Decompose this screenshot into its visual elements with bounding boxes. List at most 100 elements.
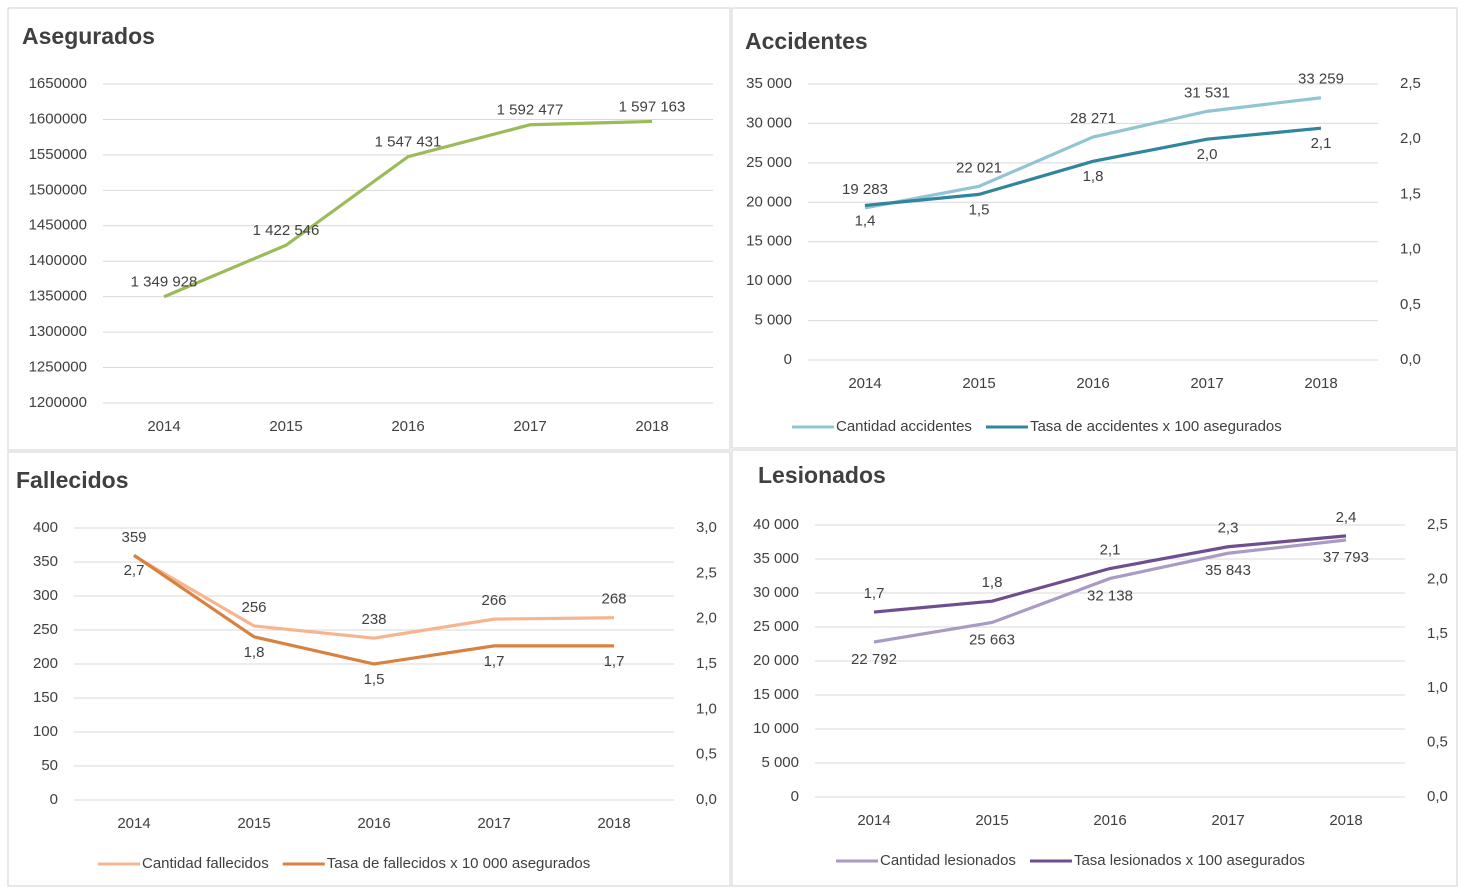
- y2-tick-label: 2,5: [1427, 516, 1448, 533]
- y-tick-label: 0: [50, 791, 58, 808]
- x-tick-label: 2014: [147, 418, 180, 435]
- legend-label: Cantidad lesionados: [880, 852, 1016, 869]
- data-label: 1,7: [484, 653, 505, 670]
- y-tick-label: 300: [33, 587, 58, 604]
- y-tick-label: 30 000: [753, 584, 799, 601]
- data-label: 1,8: [982, 574, 1003, 591]
- y-tick-label: 150: [33, 689, 58, 706]
- y2-tick-label: 3,0: [696, 519, 717, 536]
- y-tick-label: 250: [33, 621, 58, 638]
- data-label: 1 349 928: [131, 274, 198, 291]
- x-tick-label: 2014: [848, 375, 881, 392]
- y-tick-label: 100: [33, 723, 58, 740]
- y-tick-label: 50: [41, 757, 58, 774]
- y-tick-label: 1300000: [29, 323, 87, 340]
- y2-tick-label: 2,5: [1400, 75, 1421, 92]
- y-tick-label: 400: [33, 519, 58, 536]
- data-label: 1 422 546: [253, 222, 320, 239]
- y-tick-label: 0: [791, 788, 799, 805]
- y-tick-label: 20 000: [753, 652, 799, 669]
- y2-tick-label: 2,0: [696, 610, 717, 627]
- data-label: 2,3: [1218, 520, 1239, 537]
- y-tick-label: 25 000: [753, 618, 799, 635]
- panel: [7, 451, 731, 887]
- data-label: 1,7: [604, 653, 625, 670]
- data-label: 1,4: [855, 212, 876, 229]
- x-tick-label: 2015: [237, 815, 270, 832]
- x-tick-label: 2014: [857, 812, 890, 829]
- y2-tick-label: 0,5: [1400, 296, 1421, 313]
- x-tick-label: 2018: [635, 418, 668, 435]
- y2-tick-label: 0,5: [1427, 734, 1448, 751]
- x-tick-label: 2015: [975, 812, 1008, 829]
- y-tick-label: 1500000: [29, 181, 87, 198]
- y2-tick-label: 2,5: [696, 564, 717, 581]
- y-tick-label: 1450000: [29, 217, 87, 234]
- y-tick-label: 5 000: [761, 754, 799, 771]
- panel: [731, 449, 1458, 887]
- line-series: [873, 534, 1347, 614]
- y2-tick-label: 0,0: [1400, 351, 1421, 368]
- y-tick-label: 10 000: [753, 720, 799, 737]
- y-tick-label: 1600000: [29, 110, 87, 127]
- x-tick-label: 2017: [1190, 375, 1223, 392]
- x-tick-label: 2016: [357, 815, 390, 832]
- x-tick-label: 2017: [477, 815, 510, 832]
- data-label: 32 138: [1087, 587, 1133, 604]
- x-tick-label: 2014: [117, 815, 150, 832]
- y2-tick-label: 1,0: [1400, 241, 1421, 258]
- legend-label: Tasa de accidentes x 100 asegurados: [1030, 418, 1282, 435]
- y-tick-label: 20 000: [746, 193, 792, 210]
- x-tick-label: 2015: [269, 418, 302, 435]
- data-label: 28 271: [1070, 110, 1116, 127]
- y-tick-label: 10 000: [746, 272, 792, 289]
- y-tick-label: 350: [33, 553, 58, 570]
- data-label: 25 663: [969, 631, 1015, 648]
- line-series: [133, 554, 615, 640]
- data-label: 256: [241, 599, 266, 616]
- data-label: 2,7: [124, 562, 145, 579]
- data-label: 1 547 431: [375, 134, 442, 151]
- data-label: 359: [121, 529, 146, 546]
- data-label: 1,5: [364, 671, 385, 688]
- chart-title: Lesionados: [758, 462, 886, 488]
- y2-tick-label: 2,0: [1427, 570, 1448, 587]
- data-label: 37 793: [1323, 549, 1369, 566]
- y-tick-label: 40 000: [753, 516, 799, 533]
- y-tick-label: 0: [784, 351, 792, 368]
- y-tick-label: 1650000: [29, 75, 87, 92]
- data-label: 1 597 163: [619, 98, 686, 115]
- y-tick-label: 15 000: [746, 233, 792, 250]
- legend-label: Cantidad fallecidos: [142, 855, 269, 872]
- chart-title: Accidentes: [745, 28, 868, 54]
- data-label: 33 259: [1298, 71, 1344, 88]
- legend-label: Cantidad accidentes: [836, 418, 972, 435]
- x-tick-label: 2018: [597, 815, 630, 832]
- data-label: 238: [361, 611, 386, 628]
- y-tick-label: 1250000: [29, 359, 87, 376]
- x-tick-label: 2017: [1211, 812, 1244, 829]
- x-tick-label: 2018: [1329, 812, 1362, 829]
- data-label: 1,8: [1083, 168, 1104, 185]
- legend-label: Tasa de fallecidos x 10 000 asegurados: [327, 855, 591, 872]
- line-series: [873, 538, 1347, 644]
- line-series: [864, 126, 1322, 208]
- data-label: 1,8: [244, 644, 265, 661]
- x-tick-label: 2016: [1076, 375, 1109, 392]
- line-series: [864, 96, 1322, 210]
- line-series: [133, 553, 614, 666]
- x-tick-label: 2016: [391, 418, 424, 435]
- data-label: 35 843: [1205, 562, 1251, 579]
- y-tick-label: 35 000: [753, 550, 799, 567]
- data-label: 2,1: [1100, 541, 1121, 558]
- data-label: 2,4: [1336, 509, 1357, 526]
- y2-tick-label: 1,0: [1427, 679, 1448, 696]
- panel: [7, 7, 731, 451]
- y-tick-label: 5 000: [754, 312, 792, 329]
- x-tick-label: 2018: [1304, 375, 1337, 392]
- data-label: 2,0: [1197, 146, 1218, 163]
- y2-tick-label: 0,0: [696, 791, 717, 808]
- legend-label: Tasa lesionados x 100 asegurados: [1074, 852, 1305, 869]
- x-tick-label: 2017: [513, 418, 546, 435]
- y2-tick-label: 0,0: [1427, 788, 1448, 805]
